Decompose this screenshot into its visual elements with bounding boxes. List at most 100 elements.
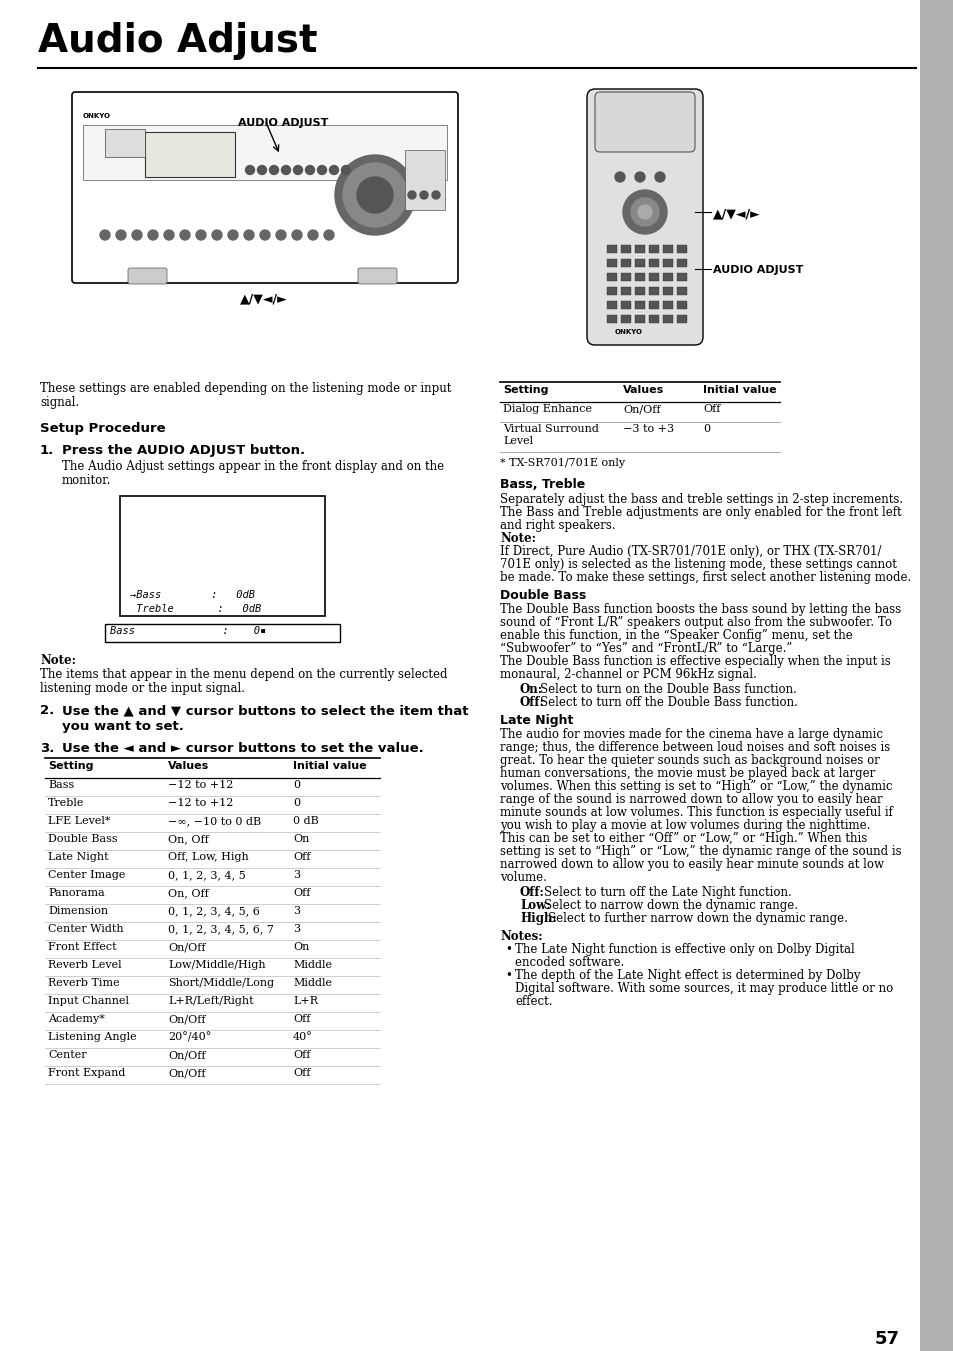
Text: Center: Center [48, 1050, 87, 1061]
Text: Late Night: Late Night [499, 713, 573, 727]
Bar [662, 301, 672, 309]
Bar [606, 301, 617, 309]
Text: Middle: Middle [293, 961, 332, 970]
Bar [620, 315, 630, 323]
Bar [677, 259, 686, 267]
Text: 40°: 40° [293, 1032, 313, 1042]
Text: Off:: Off: [519, 696, 544, 709]
Text: Press the AUDIO ADJUST button.: Press the AUDIO ADJUST button. [62, 444, 305, 457]
Text: narrowed down to allow you to easily hear minute sounds at low: narrowed down to allow you to easily hea… [499, 858, 883, 871]
Text: 2.: 2. [40, 704, 54, 717]
Bar [635, 286, 644, 295]
Text: Separately adjust the bass and treble settings in 2-step increments.: Separately adjust the bass and treble se… [499, 493, 902, 507]
Text: Off: Off [293, 852, 310, 862]
Bar [919, 0, 953, 1351]
Bar [662, 315, 672, 323]
Text: and right speakers.: and right speakers. [499, 519, 615, 532]
Text: Low:: Low: [519, 898, 550, 912]
Text: The Audio Adjust settings appear in the front display and on the: The Audio Adjust settings appear in the … [62, 459, 444, 473]
Circle shape [432, 190, 439, 199]
Text: Listening Angle: Listening Angle [48, 1032, 136, 1042]
Text: Off: Off [293, 1050, 310, 1061]
Text: Dimension: Dimension [48, 907, 108, 916]
Text: Treble: Treble [48, 798, 84, 808]
Text: L+R: L+R [293, 996, 317, 1006]
Circle shape [343, 163, 407, 227]
Circle shape [329, 166, 338, 174]
Text: Audio Adjust: Audio Adjust [38, 22, 317, 59]
Bar [648, 245, 659, 253]
Text: be made. To make these settings, first select another listening mode.: be made. To make these settings, first s… [499, 571, 910, 584]
Bar [662, 273, 672, 281]
Circle shape [294, 166, 302, 174]
Text: AUDIO ADJUST: AUDIO ADJUST [712, 265, 802, 276]
Text: −12 to +12: −12 to +12 [168, 798, 233, 808]
Text: High:: High: [519, 912, 557, 925]
Text: ONKYO: ONKYO [615, 330, 642, 335]
Circle shape [116, 230, 126, 240]
Text: On/Off: On/Off [622, 404, 659, 413]
Text: On/Off: On/Off [168, 942, 205, 952]
Text: Digital software. With some sources, it may produce little or no: Digital software. With some sources, it … [515, 982, 892, 994]
Text: −3 to +3: −3 to +3 [622, 424, 674, 434]
Text: Treble       :   0dB: Treble : 0dB [130, 604, 261, 613]
Text: 1.: 1. [40, 444, 54, 457]
Text: 0: 0 [702, 424, 709, 434]
Text: Virtual Surround
Level: Virtual Surround Level [502, 424, 598, 446]
Text: Late Night: Late Night [48, 852, 109, 862]
Text: Short/Middle/Long: Short/Middle/Long [168, 978, 274, 988]
Bar [606, 245, 617, 253]
Text: 3.: 3. [40, 742, 54, 755]
Text: On, Off: On, Off [168, 888, 209, 898]
Text: Off: Off [293, 1015, 310, 1024]
Text: great. To hear the quieter sounds such as background noises or: great. To hear the quieter sounds such a… [499, 754, 879, 767]
Bar [635, 301, 644, 309]
Text: you want to set.: you want to set. [62, 720, 184, 734]
Circle shape [228, 230, 237, 240]
Text: Use the ▲ and ▼ cursor buttons to select the item that: Use the ▲ and ▼ cursor buttons to select… [62, 704, 468, 717]
Bar [677, 301, 686, 309]
Text: 0, 1, 2, 3, 4, 5, 6, 7: 0, 1, 2, 3, 4, 5, 6, 7 [168, 924, 274, 934]
Text: These settings are enabled depending on the listening mode or input: These settings are enabled depending on … [40, 382, 451, 394]
Text: Values: Values [168, 761, 209, 771]
Circle shape [622, 190, 666, 234]
Bar [606, 259, 617, 267]
Text: Center Image: Center Image [48, 870, 125, 880]
Text: The depth of the Late Night effect is determined by Dolby: The depth of the Late Night effect is de… [515, 969, 860, 982]
Bar [635, 315, 644, 323]
Bar [606, 273, 617, 281]
Text: ONKYO: ONKYO [83, 113, 111, 119]
Bar [677, 273, 686, 281]
Bar [606, 315, 617, 323]
FancyBboxPatch shape [71, 92, 457, 282]
Text: Middle: Middle [293, 978, 332, 988]
Text: volumes. When this setting is set to “High” or “Low,” the dynamic: volumes. When this setting is set to “Hi… [499, 780, 892, 793]
Bar [105, 624, 339, 642]
Text: Select to further narrow down the dynamic range.: Select to further narrow down the dynami… [547, 912, 847, 925]
Circle shape [324, 230, 334, 240]
Text: 0: 0 [293, 780, 300, 790]
Text: enable this function, in the “Speaker Config” menu, set the: enable this function, in the “Speaker Co… [499, 630, 852, 642]
Text: range of the sound is narrowed down to allow you to easily hear: range of the sound is narrowed down to a… [499, 793, 882, 807]
Text: On/Off: On/Off [168, 1015, 205, 1024]
Text: Use the ◄ and ► cursor buttons to set the value.: Use the ◄ and ► cursor buttons to set th… [62, 742, 423, 755]
Text: •: • [504, 969, 512, 982]
Circle shape [269, 166, 278, 174]
Bar [648, 301, 659, 309]
Text: The audio for movies made for the cinema have a large dynamic: The audio for movies made for the cinema… [499, 728, 882, 740]
Text: Notes:: Notes: [499, 929, 542, 943]
Text: Dialog Enhance: Dialog Enhance [502, 404, 592, 413]
Bar [620, 273, 630, 281]
Circle shape [630, 199, 659, 226]
Text: Center Width: Center Width [48, 924, 124, 934]
Text: On/Off: On/Off [168, 1069, 205, 1078]
Text: The Late Night function is effective only on Dolby Digital: The Late Night function is effective onl… [515, 943, 854, 957]
Circle shape [356, 177, 393, 213]
Text: Initial value: Initial value [702, 385, 776, 394]
Text: Off: Off [293, 888, 310, 898]
Text: encoded software.: encoded software. [515, 957, 623, 969]
Circle shape [408, 190, 416, 199]
Text: 0, 1, 2, 3, 4, 5: 0, 1, 2, 3, 4, 5 [168, 870, 246, 880]
Text: Off: Off [293, 1069, 310, 1078]
Text: Panorama: Panorama [48, 888, 105, 898]
